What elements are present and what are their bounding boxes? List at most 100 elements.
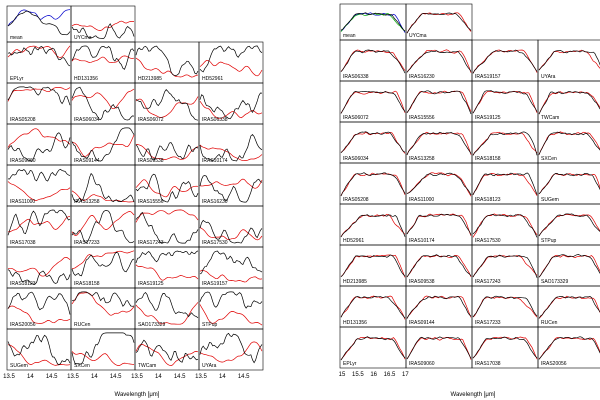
series-line [71, 55, 135, 64]
subplot-frame [537, 326, 600, 369]
subplot-label: EPLyr [10, 76, 24, 82]
subplot: SXCen [70, 328, 136, 371]
series-line [71, 20, 135, 31]
x-tick-label: 14.5 [110, 374, 122, 380]
subplot-label: IRAS11000 [409, 197, 434, 203]
subplot: IRAS19157 [471, 39, 539, 82]
series-line [340, 90, 406, 114]
series-line [406, 295, 472, 319]
subplot-label: IRAS18158 [475, 156, 501, 162]
x-tick-label: 14 [155, 374, 162, 380]
subplot: SAO173329 [537, 244, 600, 287]
series-line [199, 59, 263, 77]
subplot-frame [198, 328, 264, 371]
subplot-label: IRAS06034 [74, 117, 100, 123]
subplot-label: HD52961 [202, 76, 223, 82]
series-line [538, 49, 600, 71]
series-line [340, 131, 406, 154]
series-line [71, 251, 135, 277]
series-line [538, 131, 600, 155]
x-tick-label: 16.5 [384, 372, 396, 378]
subplot: IRAS17243 [134, 205, 200, 248]
subplot: EPLyr [339, 326, 407, 369]
series-line [340, 13, 406, 32]
series-line [199, 341, 263, 363]
subplot: RUCen [537, 285, 600, 328]
subplot-label: IRAS09144 [409, 320, 435, 326]
subplot-label: UYCma [409, 33, 427, 39]
series-line [199, 219, 263, 244]
subplot: IRAS06338 [198, 82, 264, 125]
series-line [135, 96, 199, 118]
series-line [406, 49, 472, 73]
subplot-label: IRAS17530 [475, 238, 501, 244]
subplot: IRAS09538 [134, 123, 200, 166]
subplot-label: IRAS20056 [10, 322, 36, 328]
subplot: IRAS20056 [537, 326, 600, 369]
subplot-label: HD131356 [74, 76, 98, 82]
series-line [538, 213, 600, 237]
series-line [340, 254, 406, 278]
subplot: IRAS18158 [70, 246, 136, 289]
series-line [406, 336, 472, 360]
series-line [538, 254, 600, 278]
subplot-label: HD213985 [343, 279, 367, 285]
left-panel: mean UYCma EPLyr HD131356 HD213985 HD52961 IRA… [3, 5, 264, 380]
series-line [538, 214, 600, 236]
series-line [135, 209, 199, 223]
subplot: IRAS06338 [339, 39, 407, 82]
subplot-label: IRAS11000 [10, 199, 35, 205]
subplot-label: IRAS06338 [343, 74, 369, 80]
subplot: IRAS18123 [6, 246, 72, 289]
subplot-label: IRAS06034 [343, 156, 369, 162]
series-line [135, 57, 199, 78]
series-line [71, 250, 135, 269]
series-line [7, 269, 71, 285]
series-line [472, 255, 538, 278]
series-line [340, 254, 406, 278]
x-tick-label: 14.5 [238, 374, 250, 380]
subplot-label: IRAS17243 [138, 240, 164, 246]
series-line [538, 173, 600, 194]
series-line [538, 91, 600, 115]
subplot-label: IRAS15556 [409, 115, 435, 121]
series-line [7, 132, 71, 162]
subplot-label: IRAS16230 [202, 199, 228, 205]
subplot: IRAS17233 [70, 205, 136, 248]
series-line [135, 339, 199, 363]
subplot-label: IRAS09538 [409, 279, 435, 285]
series-line [472, 90, 538, 114]
subplot: IRAS10174 [405, 203, 473, 246]
series-line [71, 292, 135, 316]
series-line [340, 90, 406, 114]
series-line [199, 45, 263, 73]
subplot-label: IRAS18123 [10, 281, 36, 287]
series-line [7, 45, 71, 58]
series-line [71, 23, 135, 39]
series-line [71, 210, 135, 244]
subplot: IRAS17530 [198, 205, 264, 248]
subplot: IRAS09060 [6, 123, 72, 166]
subplot-label: IRAS18158 [74, 281, 100, 287]
series-line [406, 172, 472, 197]
series-line [135, 173, 199, 203]
series-line [7, 87, 71, 102]
series-line [340, 131, 406, 153]
series-line [538, 49, 600, 71]
subplot: IRAS06034 [339, 121, 407, 164]
series-line [135, 45, 199, 76]
subplot: HD213985 [339, 244, 407, 287]
series-line [135, 142, 199, 161]
x-tick-label: 13.5 [131, 374, 143, 380]
left-x-axis-label: Wavelength [μm] [115, 392, 160, 398]
series-line [406, 172, 472, 196]
subplot-label: TWCam [138, 363, 156, 369]
series-line [472, 131, 538, 156]
series-line [71, 45, 135, 70]
subplot: UYCma [70, 5, 136, 43]
subplot: IRAS09060 [405, 326, 473, 369]
subplot: IRAS19157 [198, 246, 264, 289]
series-line [472, 336, 538, 359]
series-line [135, 291, 199, 319]
series-line [7, 256, 71, 277]
